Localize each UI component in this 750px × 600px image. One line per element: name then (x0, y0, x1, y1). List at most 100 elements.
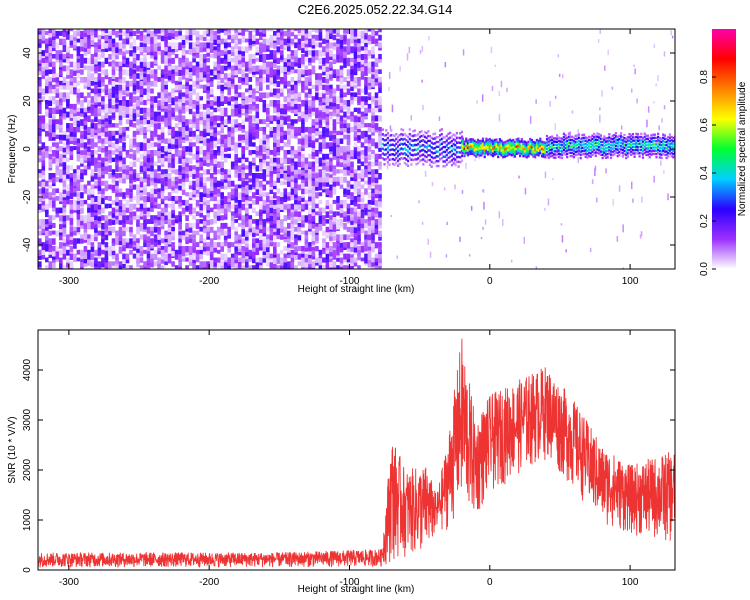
heatmap-cell (223, 253, 228, 261)
heatmap-cell (202, 161, 207, 166)
heatmap-cell (318, 199, 323, 205)
heatmap-cell (466, 142, 469, 145)
heatmap-cell (234, 153, 238, 161)
heatmap-cell (400, 147, 403, 150)
heatmap-cell (101, 30, 105, 36)
heatmap-cell (290, 173, 295, 180)
heatmap-cell (209, 119, 214, 126)
heatmap-cell (428, 36, 430, 41)
heatmap-cell (255, 123, 260, 130)
heatmap-cell (367, 153, 372, 161)
heatmap-cell (223, 196, 228, 203)
heatmap-cell (69, 173, 74, 178)
heatmap-cell (188, 222, 193, 228)
heatmap-cell (241, 203, 245, 211)
heatmap-cell (339, 176, 344, 184)
heatmap-cell (378, 222, 382, 229)
heatmap-cell (259, 211, 263, 216)
heatmap-cell (597, 39, 600, 43)
heatmap-cell (311, 100, 316, 107)
heatmap-cell (115, 230, 119, 236)
heatmap-cell (378, 199, 382, 207)
heatmap-cell (69, 103, 74, 109)
heatmap-cell (41, 69, 46, 76)
heatmap-cell (80, 46, 84, 52)
heatmap-cell (55, 253, 60, 260)
heatmap-cell (83, 30, 88, 37)
heatmap-cell (280, 226, 284, 233)
heatmap-cell (59, 96, 63, 103)
heatmap-cell (115, 92, 119, 99)
heatmap-cell (294, 234, 298, 239)
heatmap-cell (405, 143, 408, 147)
heatmap-cell (290, 100, 295, 107)
heatmap-cell (185, 84, 189, 90)
heatmap-cell (178, 169, 182, 175)
heatmap-cell (343, 234, 347, 241)
heatmap-cell (129, 96, 133, 103)
heatmap-cell (360, 38, 365, 44)
heatmap-cell (132, 69, 137, 74)
heatmap-cell (290, 196, 295, 200)
heatmap-cell (481, 94, 484, 102)
heatmap-cell (237, 234, 242, 240)
heatmap-cell (318, 150, 323, 155)
heatmap-cell (262, 169, 267, 174)
heatmap-cell (315, 192, 319, 199)
heatmap-cell (290, 261, 295, 268)
heatmap-cell (199, 161, 203, 167)
heatmap-cell (371, 138, 375, 146)
heatmap-cell (69, 165, 74, 171)
heatmap-cell (457, 165, 460, 168)
heatmap-cell (276, 173, 281, 178)
heatmap-cell (339, 169, 344, 174)
heatmap-cell (280, 130, 284, 136)
heatmap-cell (83, 230, 88, 235)
heatmap-cell (266, 42, 270, 49)
heatmap-cell (59, 161, 63, 167)
heatmap-cell (118, 65, 123, 72)
heatmap-cell (594, 168, 596, 176)
heatmap-cell (325, 100, 330, 106)
heatmap-cell (616, 236, 619, 242)
heatmap-cell (234, 169, 238, 174)
heatmap-cell (146, 211, 151, 218)
heatmap-cell (83, 215, 88, 221)
heatmap-cell (202, 157, 207, 164)
heatmap-cell (101, 180, 105, 186)
heatmap-cell (329, 169, 333, 175)
heatmap-cell (76, 29, 81, 32)
heatmap-cell (343, 246, 347, 250)
heatmap-cell (59, 222, 63, 230)
heatmap-cell (213, 69, 217, 76)
heatmap-cell (94, 50, 98, 57)
heatmap-cell (304, 42, 309, 48)
heatmap-cell (325, 173, 330, 177)
heatmap-cell (76, 100, 81, 105)
heatmap-cell (248, 226, 253, 233)
heatmap-cell (378, 211, 382, 218)
heatmap-cell (506, 87, 508, 93)
heatmap-cell (122, 157, 126, 165)
heatmap-cell (350, 96, 354, 101)
heatmap-cell (237, 257, 242, 262)
heatmap-cell (318, 42, 323, 48)
heatmap-cell (360, 242, 365, 246)
heatmap-cell (336, 138, 340, 145)
heatmap-cell (94, 165, 98, 172)
heatmap-cell (248, 30, 253, 35)
heatmap-cell (73, 146, 77, 150)
heatmap-cell (346, 88, 351, 95)
heatmap-cell (213, 215, 217, 222)
heatmap-cell (283, 265, 288, 269)
heatmap-cell (188, 150, 193, 156)
heatmap-cell (66, 238, 70, 245)
heatmap-cell (132, 38, 137, 46)
heatmap-cell (259, 138, 263, 146)
heatmap-cell (408, 133, 411, 136)
heatmap-cell (188, 103, 193, 109)
heatmap-cell (237, 126, 242, 131)
heatmap-cell (357, 65, 361, 72)
heatmap-cell (69, 54, 74, 59)
heatmap-cell (48, 146, 53, 153)
